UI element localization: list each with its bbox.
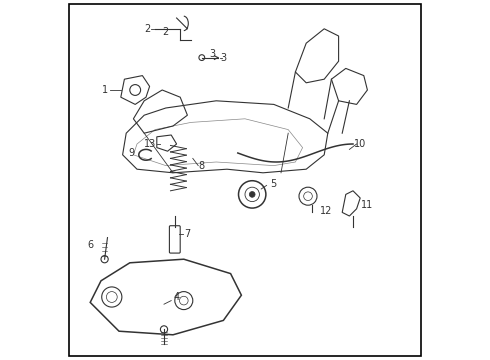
Text: 8: 8 [199,161,205,171]
Text: 12: 12 [320,206,332,216]
Text: 3: 3 [210,49,216,59]
Circle shape [249,192,255,197]
Text: 1: 1 [101,85,108,95]
Text: 13: 13 [144,139,156,149]
Text: 10: 10 [354,139,367,149]
Text: 7: 7 [184,229,191,239]
Text: 2: 2 [163,27,169,37]
Text: 4: 4 [173,292,180,302]
Text: 3: 3 [220,53,226,63]
Text: 9: 9 [128,148,135,158]
Text: 6: 6 [87,240,93,250]
Text: 11: 11 [361,200,373,210]
Text: 5: 5 [270,179,277,189]
Text: 2: 2 [145,24,151,34]
